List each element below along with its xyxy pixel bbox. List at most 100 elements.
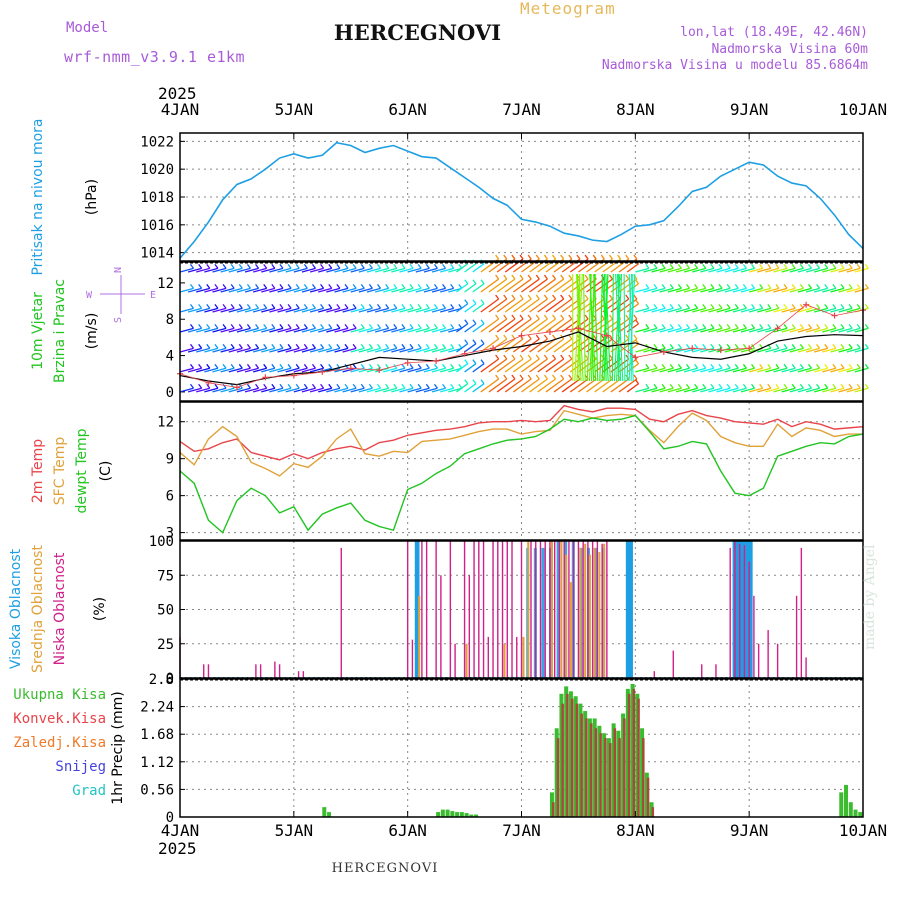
wind-barb-tick: [608, 254, 613, 260]
y-tick-label: 1.12: [140, 755, 174, 771]
wind-barb-tick: [425, 363, 430, 369]
wind-barb: [830, 287, 845, 293]
wind-barb: [797, 307, 812, 313]
wind-barb: [521, 318, 540, 333]
wind-barb: [431, 387, 446, 393]
cloud-mid-bar: [603, 543, 606, 678]
wind-barb: [757, 267, 771, 273]
wind-barb-tick: [311, 303, 317, 309]
year-label-top: 2025: [158, 84, 197, 103]
wind-barb: [512, 338, 532, 353]
wind-barb-tick: [645, 263, 650, 269]
wind-arrow: [576, 273, 584, 382]
wind-barb: [383, 347, 397, 353]
wind-barb: [228, 387, 243, 393]
wind-barb-tick: [320, 263, 325, 269]
wind-barb: [610, 378, 630, 393]
wind-barb-tick: [726, 263, 731, 269]
wind-barb: [187, 267, 202, 273]
wind-barb-tick: [271, 343, 276, 349]
wind-barb: [204, 367, 219, 373]
wind-barb-tick: [352, 283, 357, 289]
wind-barb: [342, 367, 357, 373]
wind-barb-tick: [206, 283, 211, 289]
wind-barb-tick: [702, 283, 707, 289]
wind-barb: [277, 367, 292, 373]
wind-barb: [220, 267, 235, 273]
wind-barb-tick: [856, 363, 861, 369]
wind-barb: [366, 267, 381, 273]
wind-barb-tick: [543, 294, 548, 300]
wind-barb: [179, 387, 194, 393]
wind-barb-tick: [214, 383, 219, 389]
wind-barb: [659, 367, 674, 373]
wind-barb: [366, 327, 381, 333]
wind-barb-tick: [799, 323, 804, 329]
wind-barb-tick: [645, 363, 650, 369]
wind-barb: [488, 298, 508, 313]
y-tick-label: 3: [166, 526, 174, 542]
wind-barb: [512, 298, 532, 313]
wind-barb-tick: [718, 283, 723, 289]
precip-convective-bar: [627, 693, 631, 817]
wind-barb-tick: [360, 303, 365, 309]
wind-barb: [342, 387, 357, 393]
panel-frame: [179, 401, 864, 541]
wind-barb-tick: [360, 363, 365, 369]
wind-barb: [732, 287, 747, 293]
y-tick-label: 25: [157, 637, 174, 653]
wind-barb-tick: [503, 254, 508, 260]
compass-east: E: [150, 290, 156, 301]
wind-barb-tick: [552, 274, 557, 280]
wind-barb: [496, 278, 516, 293]
wind-barb-tick: [246, 283, 251, 289]
wind-barb-tick: [840, 343, 845, 349]
wind-barb: [830, 367, 845, 373]
wind-barb: [277, 307, 292, 313]
wind-barb-tick: [433, 303, 438, 309]
wind-barb-tick: [535, 254, 540, 260]
wind-barb-tick: [791, 303, 796, 309]
wind-barb: [659, 387, 674, 393]
wind-barb: [724, 307, 739, 313]
wind-barb-tick: [783, 303, 788, 309]
precip-total-bar: [464, 813, 469, 817]
precip-total-bar: [474, 814, 479, 817]
wind-barb: [342, 347, 357, 353]
wind-gust-marker: [575, 325, 582, 332]
wind-barb-tick: [742, 323, 747, 329]
wind-barb: [626, 343, 639, 353]
wind-barb-tick: [385, 343, 390, 349]
wind-barb-tick: [246, 323, 251, 329]
wind-barb-tick: [271, 263, 276, 269]
wind-barb-tick: [633, 374, 638, 380]
wind-barb: [253, 387, 267, 393]
wind-barb: [374, 327, 389, 333]
wind-barb-tick: [295, 343, 300, 349]
wind-barb-tick: [742, 263, 747, 269]
wind-barb-tick: [694, 383, 699, 389]
wind-barb: [700, 327, 715, 333]
wind-barb: [358, 327, 373, 333]
wind-barb-tick: [742, 283, 747, 289]
legend-snow: Snijeg: [55, 759, 106, 775]
wind-barb: [700, 367, 715, 373]
wind-barb: [472, 303, 485, 313]
wind-barb-tick: [198, 303, 203, 309]
wind-barb-tick: [311, 323, 317, 329]
wind-barb-tick: [328, 263, 333, 269]
wind-barb-tick: [552, 374, 557, 380]
wind-barb-tick: [464, 279, 469, 285]
wind-barb: [431, 267, 446, 273]
wind-barb-tick: [352, 303, 357, 309]
wind-barb: [732, 307, 747, 313]
wind-barb: [399, 327, 414, 333]
location-coordinates: lon,lat (18.49E, 42.46N): [680, 25, 868, 40]
wind-barb: [350, 307, 365, 313]
wind-barb: [659, 307, 674, 313]
wind-barb: [594, 318, 613, 333]
wind-barb: [545, 278, 565, 293]
wind-barb-tick: [543, 354, 548, 360]
wind-barb-tick: [303, 363, 308, 369]
wind-barb: [440, 327, 454, 333]
